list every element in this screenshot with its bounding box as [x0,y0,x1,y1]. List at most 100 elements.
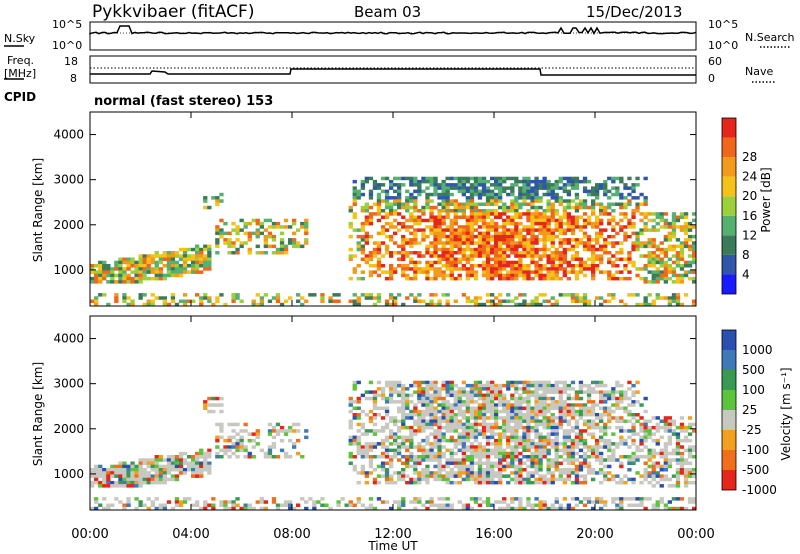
power-cell [675,296,681,300]
power-cell [603,186,608,190]
velocity-cell [437,506,442,511]
power-cell [429,251,434,255]
velocity-cell [413,458,418,462]
velocity-cell [465,419,470,423]
velocity-cell [449,455,454,459]
power-cell [405,238,410,242]
power-cell [485,244,491,249]
velocity-cell [384,438,390,443]
velocity-cell [526,380,531,385]
power-cell [566,179,571,184]
power-cell [538,183,543,187]
velocity-cell [413,445,418,449]
power-cell [413,179,418,184]
velocity-cell [687,471,693,475]
power-colorbar-tick: 16 [742,209,757,223]
power-cell [542,299,547,303]
power-cell [433,189,438,194]
velocity-cell [405,425,410,430]
velocity-cell [518,413,523,417]
power-cell [477,202,483,206]
velocity-cell [461,400,466,404]
power-cell [522,251,527,255]
velocity-cell [352,387,357,391]
power-cell [526,247,531,252]
velocity-cell [687,474,693,478]
power-cell [643,244,648,249]
power-cell [292,241,297,245]
power-cell [679,280,685,284]
velocity-cell [429,425,434,430]
velocity-cell [118,474,123,478]
power-cell [534,254,539,258]
power-cell [591,205,596,210]
velocity-cell [389,390,394,394]
power-cell [502,212,507,216]
power-cell [526,215,531,219]
power-cell [433,273,438,278]
power-cell [586,257,592,261]
velocity-cell [619,419,624,423]
velocity-cell [413,497,418,501]
power-cell [126,273,131,278]
power-cell [526,189,531,194]
power-cell [550,234,555,239]
power-cell [518,302,523,307]
velocity-cell [530,390,535,394]
velocity-cell [453,464,458,469]
velocity-cell [490,387,495,391]
velocity-cell [506,445,511,449]
power-cell [255,218,260,223]
power-cell [469,238,475,242]
power-cell [550,302,555,307]
velocity-cell [445,506,450,511]
velocity-cell [360,503,365,507]
power-cell [360,183,365,187]
velocity-cell [490,409,495,414]
power-cell [534,273,539,278]
power-cell [437,212,442,216]
velocity-cell [477,393,483,398]
velocity-cell [429,497,434,501]
velocity-cell [494,445,499,449]
velocity-cell [502,497,507,501]
power-cell [603,251,608,255]
power-cell [429,199,434,203]
power-cell [558,231,563,236]
velocity-cell [530,429,535,433]
power-cell [433,244,438,249]
power-cell [437,225,442,229]
velocity-cell [562,445,567,449]
velocity-cell [558,413,563,417]
velocity-cell [481,477,487,482]
power-cell [453,221,458,226]
power-cell [659,215,664,219]
power-cell [231,293,236,297]
power-cell [393,183,398,187]
power-cell [647,254,652,258]
velocity-cell [615,480,620,485]
velocity-cell [384,455,390,459]
velocity-cell [146,506,151,511]
velocity-cell [437,458,442,462]
velocity-cell [368,396,374,401]
power-cell [631,260,636,265]
velocity-cell [98,480,103,485]
velocity-cell [453,480,458,485]
power-cell [510,186,515,190]
power-cell [191,270,196,274]
power-cell [397,244,402,249]
power-cell [498,179,503,184]
velocity-cell [631,458,636,462]
velocity-cell [195,471,200,475]
power-cell [546,183,551,187]
velocity-cell [619,425,624,430]
velocity-cell [445,461,450,465]
power-cell [437,228,442,232]
power-cell [578,215,584,219]
velocity-cell [243,455,248,459]
power-cell [300,225,305,229]
velocity-cell [150,477,155,482]
power-cell [425,270,430,274]
velocity-cell [558,380,563,385]
